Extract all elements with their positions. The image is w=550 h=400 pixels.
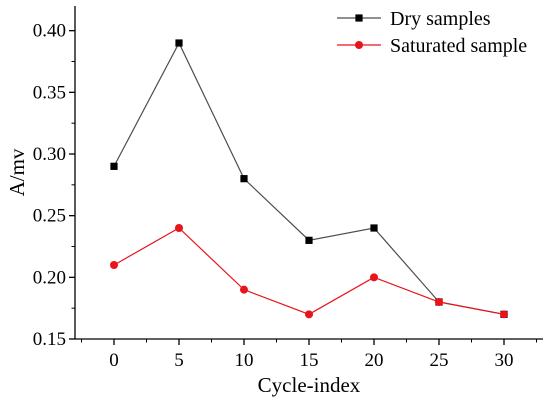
x-tick-label: 15 (300, 350, 319, 371)
data-point (110, 162, 118, 170)
data-point (175, 39, 183, 47)
data-point (370, 273, 378, 282)
y-tick-label: 0.35 (33, 82, 66, 103)
y-tick-label: 0.40 (33, 21, 66, 42)
data-point (305, 310, 313, 319)
data-point (435, 298, 443, 306)
series-group (110, 39, 508, 319)
legend-marker (355, 14, 363, 22)
legend-label: Dry samples (390, 8, 491, 30)
data-point (370, 224, 378, 232)
x-axis-title: Cycle-index (258, 373, 361, 397)
x-tick-label: 30 (495, 350, 514, 371)
series-line (113, 41, 505, 315)
legend-marker (355, 41, 363, 49)
data-point (240, 175, 248, 183)
legend: Dry samples Saturated sample (337, 8, 527, 57)
x-tick-label: 25 (430, 350, 449, 371)
y-tick-label: 0.30 (33, 144, 66, 165)
data-point (240, 285, 248, 294)
data-point (500, 310, 508, 319)
x-tick-label: 0 (109, 350, 119, 371)
y-tick-label: 0.20 (33, 267, 66, 288)
x-tick-label: 10 (235, 350, 254, 371)
legend-item-2: Saturated sample (337, 35, 527, 57)
data-point (305, 236, 313, 244)
y-tick-label: 0.15 (33, 329, 66, 350)
x-tick-label: 5 (174, 350, 184, 371)
legend-item-1: Dry samples (337, 8, 491, 30)
y-tick-label: 0.25 (33, 206, 66, 227)
y-axis-title: A/mv (5, 148, 29, 196)
legend-label: Saturated sample (390, 35, 527, 57)
series-2 (110, 224, 508, 319)
axes: 0.15 0.20 0.25 0.30 0.35 0.40 0 5 10 15 20 25 30 (33, 6, 543, 371)
x-tick-label: 20 (365, 350, 384, 371)
series-1 (110, 39, 508, 318)
data-point (175, 224, 183, 232)
data-point (110, 261, 118, 269)
